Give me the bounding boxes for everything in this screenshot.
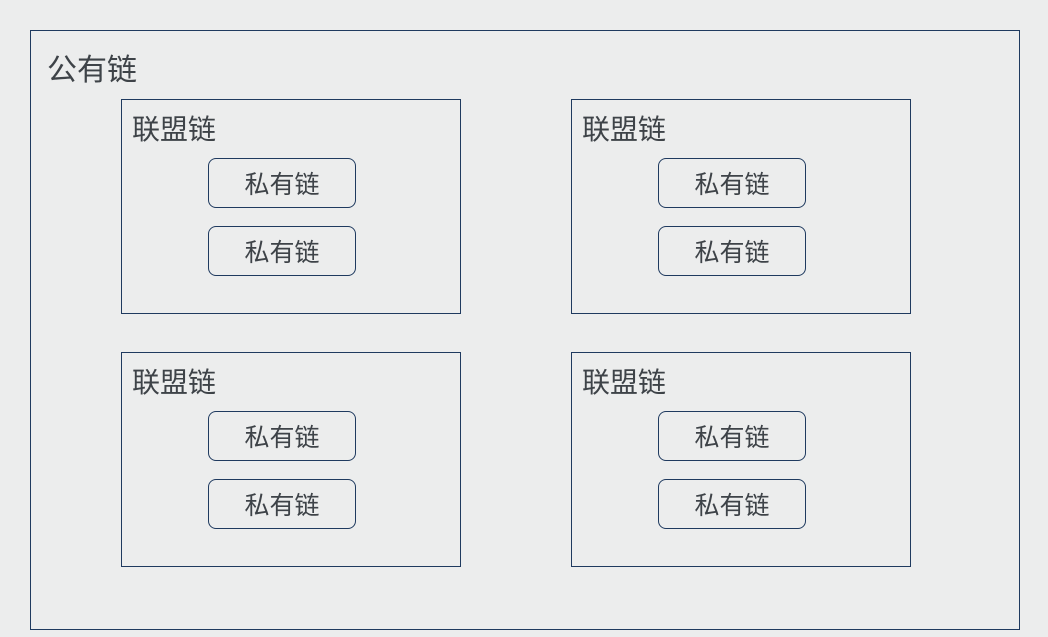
private-chain-box: 私有链 xyxy=(208,411,356,461)
alliance-chain-box: 联盟链 私有链 私有链 xyxy=(121,352,461,567)
alliance-chain-label: 联盟链 xyxy=(582,108,666,148)
alliance-chain-label: 联盟链 xyxy=(132,108,216,148)
alliance-grid: 联盟链 私有链 私有链 联盟链 私有链 私有链 联盟 xyxy=(121,99,911,567)
private-chain-label: 私有链 xyxy=(694,418,769,454)
private-chain-box: 私有链 xyxy=(658,479,806,529)
private-chain-box: 私有链 xyxy=(208,479,356,529)
private-chain-box: 私有链 xyxy=(658,226,806,276)
alliance-chain-box: 联盟链 私有链 私有链 xyxy=(121,99,461,314)
private-chain-box: 私有链 xyxy=(208,158,356,208)
private-chain-label: 私有链 xyxy=(694,486,769,522)
private-chain-stack: 私有链 私有链 xyxy=(658,158,806,276)
private-chain-stack: 私有链 私有链 xyxy=(658,411,806,529)
private-chain-label: 私有链 xyxy=(244,486,319,522)
private-chain-box: 私有链 xyxy=(208,226,356,276)
public-chain-box: 公有链 联盟链 私有链 私有链 联盟链 私有链 私有链 xyxy=(30,30,1020,630)
private-chain-label: 私有链 xyxy=(244,165,319,201)
alliance-chain-label: 联盟链 xyxy=(582,361,666,401)
private-chain-box: 私有链 xyxy=(658,158,806,208)
private-chain-box: 私有链 xyxy=(658,411,806,461)
alliance-chain-box: 联盟链 私有链 私有链 xyxy=(571,352,911,567)
public-chain-label: 公有链 xyxy=(47,45,137,89)
private-chain-label: 私有链 xyxy=(244,418,319,454)
alliance-chain-box: 联盟链 私有链 私有链 xyxy=(571,99,911,314)
private-chain-label: 私有链 xyxy=(694,165,769,201)
private-chain-label: 私有链 xyxy=(244,233,319,269)
private-chain-label: 私有链 xyxy=(694,233,769,269)
private-chain-stack: 私有链 私有链 xyxy=(208,411,356,529)
alliance-chain-label: 联盟链 xyxy=(132,361,216,401)
private-chain-stack: 私有链 私有链 xyxy=(208,158,356,276)
